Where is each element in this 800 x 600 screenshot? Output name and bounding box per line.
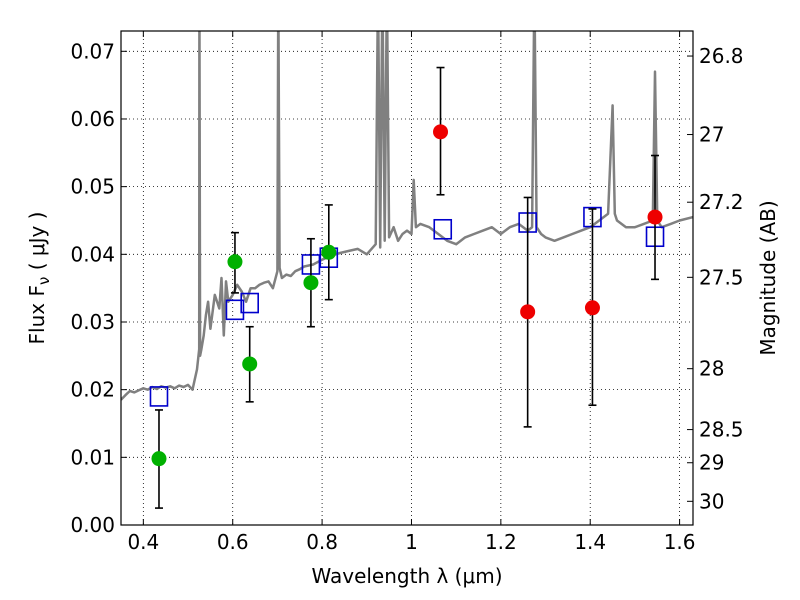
y-axis-title-main: Flux F bbox=[25, 285, 49, 344]
y-tick-label: 0.01 bbox=[70, 445, 115, 469]
y2-tick-label: 27.5 bbox=[699, 265, 744, 289]
y2-tick-label: 28.5 bbox=[699, 418, 744, 442]
y-tick-label: 0.02 bbox=[70, 378, 115, 402]
model-spectrum-line bbox=[121, 31, 693, 401]
x-tick-label: 0.8 bbox=[306, 530, 338, 554]
y-tick-label: 0.03 bbox=[70, 310, 115, 334]
green-observation-point bbox=[321, 244, 337, 260]
red-observation-point bbox=[520, 304, 536, 320]
y-axis-title-unit: ( μJy ) bbox=[25, 212, 49, 277]
y-axis-title: Flux Fν ( μJy ) bbox=[25, 212, 53, 345]
y-tick-label: 0.07 bbox=[70, 39, 115, 63]
x-tick-label: 0.6 bbox=[217, 530, 249, 554]
model-photometry-box bbox=[149, 386, 169, 407]
green-observation-point bbox=[227, 254, 243, 270]
model-photometry-box bbox=[225, 299, 245, 321]
y2-tick-label: 26.8 bbox=[699, 44, 744, 68]
red-observation-point bbox=[584, 300, 600, 316]
green-observation-point bbox=[242, 356, 258, 372]
green-observation-point bbox=[151, 451, 167, 467]
red-observation-point bbox=[647, 209, 663, 225]
x-tick-label: 1.2 bbox=[485, 530, 517, 554]
ticks: 0.4 0.6 0.8 1 1.2 1.4 1.6 0.00 0.01 0.02 0.03 0.04 0… bbox=[70, 31, 744, 554]
model-photometry-box bbox=[240, 292, 259, 314]
y2-tick-label: 27.2 bbox=[699, 190, 744, 214]
y2-tick-label: 30 bbox=[699, 489, 724, 513]
y2-axis-title: Magnitude (AB) bbox=[756, 200, 780, 355]
y-axis-title-sub: ν bbox=[35, 277, 53, 285]
y-tick-label: 0.04 bbox=[70, 242, 115, 266]
y-tick-label: 0.06 bbox=[70, 107, 115, 131]
x-tick-label: 1.4 bbox=[574, 530, 606, 554]
x-tick-label: 0.4 bbox=[127, 530, 159, 554]
grid bbox=[121, 31, 693, 526]
x-axis-title: Wavelength λ (μm) bbox=[311, 564, 502, 588]
y-tick-label: 0.05 bbox=[70, 175, 115, 199]
y2-tick-label: 27 bbox=[699, 123, 724, 147]
x-tick-label: 1 bbox=[405, 530, 418, 554]
green-observation-point bbox=[303, 275, 319, 291]
x-tick-label: 1.6 bbox=[664, 530, 696, 554]
y2-tick-label: 29 bbox=[699, 451, 724, 475]
model-photometry-box bbox=[433, 218, 453, 240]
plot-frame bbox=[120, 30, 694, 526]
y-tick-label: 0.00 bbox=[70, 513, 115, 537]
data-layer bbox=[121, 31, 693, 509]
y2-tick-label: 28 bbox=[699, 357, 724, 381]
red-observation-point bbox=[433, 124, 449, 140]
